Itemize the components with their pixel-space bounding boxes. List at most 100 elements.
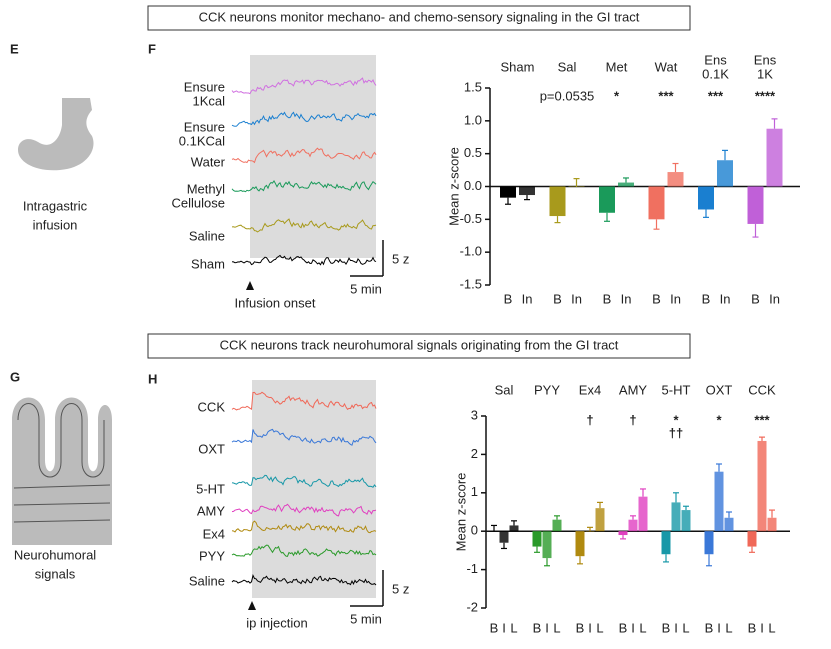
bar [766,128,783,187]
x-tick-label: In [720,291,731,306]
x-tick-label: In [769,291,780,306]
group-label: Ens [704,52,727,67]
significance: * [716,412,722,427]
x-tick-label: In [571,291,582,306]
x-tick-label: B [533,620,542,635]
x-tick-label: I [631,620,635,635]
trace-label: Ensure [184,79,225,94]
header-box [147,333,691,359]
x-tick-label: B [504,291,513,306]
bar [618,182,634,187]
y-tick-label: 0.0 [464,178,482,193]
bar [724,517,734,532]
y-tick-label: 0.5 [464,145,482,160]
group-label: AMY [619,382,648,397]
onset-arrow [246,281,254,290]
y-tick-label: 0 [471,523,478,538]
trace [231,254,377,266]
trace [231,520,377,534]
bar [667,172,684,187]
panel-letter: E [10,41,19,56]
y-tick-label: -0.5 [460,211,482,226]
stomach-icon [18,98,94,171]
bar [747,531,757,547]
x-tick-label: B [619,620,628,635]
bar [618,531,628,536]
x-tick-label: L [553,620,560,635]
trace [231,179,377,193]
trace [231,218,377,233]
villi-icon [12,397,112,545]
bar [552,519,562,532]
trace-label: 5-HT [196,481,225,496]
x-tick-label: L [725,620,732,635]
bar [499,531,509,543]
significance: **** [755,88,776,103]
y-axis-label: Mean z-score [453,473,468,552]
x-tick-label: I [717,620,721,635]
significance: *** [708,88,724,103]
x-tick-label: B [576,620,585,635]
scale-label: 5 z [392,251,409,266]
y-tick-label: -2 [466,599,478,614]
bar [648,186,665,220]
trace [231,503,377,517]
trace-label: AMY [197,503,226,518]
trace-label: 1Kcal [192,93,225,108]
x-tick-label: B [652,291,661,306]
trace [231,574,377,586]
trace [231,544,377,557]
scale-label: 5 min [350,281,382,296]
scale-label: 5 z [392,581,409,596]
bar [500,186,516,198]
x-tick-label: L [596,620,603,635]
x-tick-label: B [705,620,714,635]
group-label: Sham [501,59,535,74]
panel-letter: H [148,371,157,386]
bar [747,186,764,224]
trace [231,428,377,446]
x-tick-label: B [553,291,562,306]
trace-label: Water [191,154,226,169]
trace [231,77,377,95]
panel-letter: F [148,41,156,56]
y-tick-label: -1.5 [460,276,482,291]
onset-label: ip injection [246,615,307,630]
y-tick-label: 3 [471,407,478,422]
x-tick-label: In [522,291,533,306]
group-label: 1K [757,66,773,81]
group-label: Ens [754,52,777,67]
significance: p=0.0535 [540,88,595,103]
caption: Neurohumoral [14,547,96,562]
trace-label: OXT [198,441,225,456]
significance: †† [669,425,683,440]
trace-label: Ensure [184,119,225,134]
significance: † [629,412,636,427]
bar [767,517,777,532]
x-tick-label: B [603,291,612,306]
x-tick-label: In [670,291,681,306]
bar [681,510,691,532]
group-label: PYY [534,382,560,397]
trace-label: Cellulose [172,195,225,210]
group-label: Met [606,59,628,74]
trace-label: Ex4 [203,526,225,541]
x-tick-label: I [545,620,549,635]
x-tick-label: B [490,620,499,635]
trace [231,147,377,164]
trace [231,474,377,488]
bar [509,525,519,532]
header: CCK neurons monitor mechano- and chemo-s… [199,9,640,24]
y-tick-label: 1.5 [464,79,482,94]
header: CCK neurons track neurohumoral signals o… [220,337,619,352]
group-label: Wat [655,59,678,74]
x-tick-label: I [502,620,506,635]
group-label: Sal [558,59,577,74]
caption: signals [35,566,76,581]
group-label: Ex4 [579,382,601,397]
caption: Intragastric [23,198,88,213]
bar [698,186,714,210]
bar [542,531,552,559]
group-label: Sal [495,382,514,397]
caption: infusion [33,217,78,232]
